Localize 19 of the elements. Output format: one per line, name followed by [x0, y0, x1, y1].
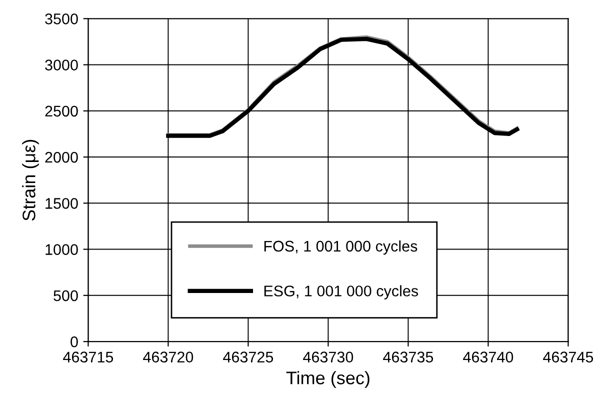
y-tick-label: 3000 — [45, 60, 78, 70]
x-tick-label: 463740 — [463, 352, 514, 362]
legend-label: ESG, 1 001 000 cycles — [264, 285, 418, 300]
y-axis-title: Strain (με) — [22, 140, 39, 221]
y-tick-label: 3500 — [45, 14, 78, 24]
y-tick-label: 2500 — [45, 106, 78, 117]
x-tick-label: 463735 — [383, 352, 434, 362]
legend-label: FOS, 1 001 000 cycles — [264, 240, 418, 255]
y-tick-label: 2000 — [45, 152, 78, 163]
y-tick-label: 1000 — [46, 244, 78, 255]
y-tick-label: 1500 — [46, 198, 78, 209]
y-tick-label: 0 — [70, 336, 78, 348]
x-tick-label: 463725 — [223, 352, 274, 362]
x-tick-label: 463715 — [63, 352, 114, 362]
x-tick-label: 463730 — [303, 352, 354, 362]
x-tick-label: 463745 — [543, 352, 594, 362]
x-tick-label: 463720 — [143, 352, 194, 362]
x-axis-title: Time (sec) — [286, 371, 370, 388]
y-tick-label: 500 — [54, 290, 78, 302]
